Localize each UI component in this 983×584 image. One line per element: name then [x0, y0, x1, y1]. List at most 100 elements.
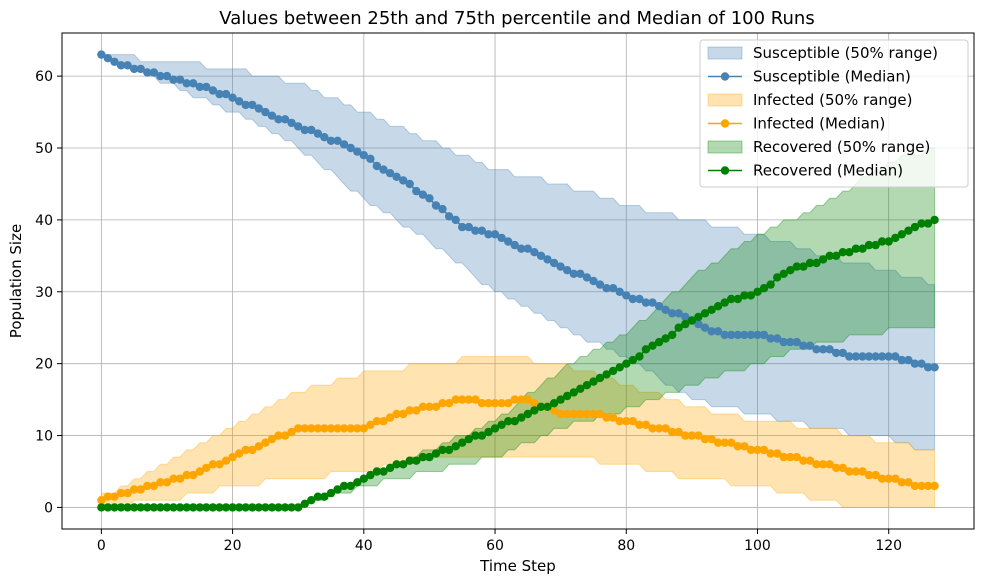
susceptible-median-point: [182, 79, 191, 88]
recovered-median-point: [668, 330, 677, 340]
infected-median-point: [313, 424, 323, 433]
recovered-median-point: [451, 442, 460, 451]
recovered-median-point: [294, 503, 303, 512]
susceptible-median-point: [175, 75, 185, 84]
infected-median-point: [392, 409, 401, 419]
infected-median-point: [97, 496, 106, 505]
infected-median-point: [812, 460, 821, 469]
susceptible-median-point: [274, 115, 283, 124]
susceptible-median-point: [346, 143, 355, 153]
infected-median-point: [713, 438, 723, 447]
susceptible-median-point: [464, 222, 473, 232]
infected-median-point: [504, 399, 513, 408]
susceptible-median-point: [287, 118, 296, 128]
susceptible-median-point: [221, 89, 231, 99]
recovered-median-point: [235, 503, 244, 512]
infected-median-point: [510, 395, 519, 404]
infected-median-point: [759, 445, 769, 455]
recovered-median-point: [320, 492, 329, 501]
infected-median-point: [326, 424, 336, 433]
infected-median-point: [418, 402, 428, 411]
recovered-median-point: [897, 230, 906, 239]
recovered-median-point: [405, 456, 414, 465]
susceptible-median-point: [576, 269, 585, 278]
infected-median-point: [582, 409, 592, 419]
susceptible-median-point: [549, 258, 559, 268]
recovered-median-point: [326, 488, 336, 498]
recovered-median-point: [707, 305, 716, 314]
recovered-median-point: [195, 503, 204, 512]
infected-median-point: [884, 474, 893, 483]
susceptible-median-point: [444, 212, 454, 221]
susceptible-median-point: [910, 359, 920, 368]
susceptible-median-point: [530, 248, 539, 257]
infected-median-point: [641, 420, 651, 429]
susceptible-median-point: [366, 154, 375, 163]
susceptible-median-point: [254, 104, 263, 113]
infected-median-point: [267, 434, 277, 444]
recovered-median-point: [523, 409, 532, 419]
chart-title: Values between 25th and 75th percentile …: [219, 8, 814, 29]
susceptible-median-point: [320, 133, 329, 142]
susceptible-median-point: [333, 136, 342, 145]
infected-median-point: [156, 478, 165, 487]
susceptible-median-point: [595, 280, 605, 289]
recovered-median-point: [825, 251, 834, 260]
recovered-median-point: [530, 406, 539, 415]
recovered-median-point: [438, 445, 447, 455]
susceptible-median-point: [248, 100, 257, 110]
infected-median-point: [464, 395, 473, 404]
legend-marker-recovered-median: [720, 166, 730, 175]
recovered-median-point: [169, 503, 178, 512]
infected-median-point: [766, 449, 775, 458]
infected-median-point: [681, 431, 690, 440]
infected-median-point: [366, 420, 375, 429]
susceptible-median-point: [805, 341, 815, 350]
susceptible-median-point: [189, 79, 198, 88]
recovered-median-point: [307, 496, 316, 505]
infected-median-point: [136, 485, 145, 494]
infected-median-point: [576, 409, 585, 419]
recovered-median-point: [385, 463, 395, 473]
recovered-median-point: [300, 499, 309, 508]
infected-median-point: [707, 434, 716, 444]
infected-median-point: [425, 402, 434, 411]
susceptible-median-point: [353, 147, 362, 156]
susceptible-median-point: [195, 82, 204, 92]
susceptible-median-point: [851, 352, 861, 361]
susceptible-median-point: [294, 122, 303, 131]
infected-median-point: [294, 424, 303, 433]
infected-median-series: [97, 395, 939, 505]
susceptible-median-point: [832, 348, 841, 358]
y-tick-label: 50: [35, 141, 53, 157]
susceptible-median-point: [517, 244, 526, 253]
recovered-median-point: [425, 452, 434, 462]
recovered-median-point: [884, 237, 893, 246]
susceptible-median-point: [162, 71, 172, 81]
recovered-median-point: [536, 402, 546, 411]
susceptible-median-point: [812, 345, 821, 354]
susceptible-median-point: [569, 269, 578, 278]
recovered-median-point: [339, 481, 349, 491]
susceptible-median-point: [871, 352, 880, 361]
infected-median-point: [694, 431, 703, 440]
recovered-median-point: [589, 377, 598, 386]
infected-median-point: [917, 481, 926, 491]
bands-layer: [100, 54, 936, 508]
susceptible-median-point: [143, 68, 152, 77]
infected-median-point: [930, 481, 939, 491]
recovered-median-point: [372, 467, 382, 476]
susceptible-median-point: [385, 169, 395, 178]
infected-median-point: [595, 409, 605, 419]
recovered-median-point: [628, 355, 637, 365]
susceptible-median-point: [418, 190, 428, 199]
susceptible-median-point: [654, 302, 664, 311]
recovered-median-point: [864, 240, 874, 250]
susceptible-median-point: [917, 359, 926, 368]
recovered-median-point: [648, 341, 657, 350]
infected-median-point: [786, 452, 795, 462]
susceptible-median-point: [392, 172, 401, 181]
recovered-median-point: [162, 503, 172, 512]
recovered-median-series: [97, 215, 939, 512]
infected-median-point: [733, 442, 742, 451]
